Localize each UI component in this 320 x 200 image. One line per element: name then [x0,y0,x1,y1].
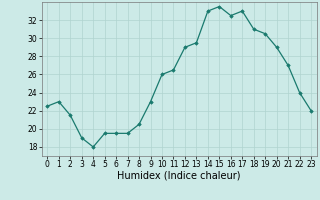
X-axis label: Humidex (Indice chaleur): Humidex (Indice chaleur) [117,171,241,181]
